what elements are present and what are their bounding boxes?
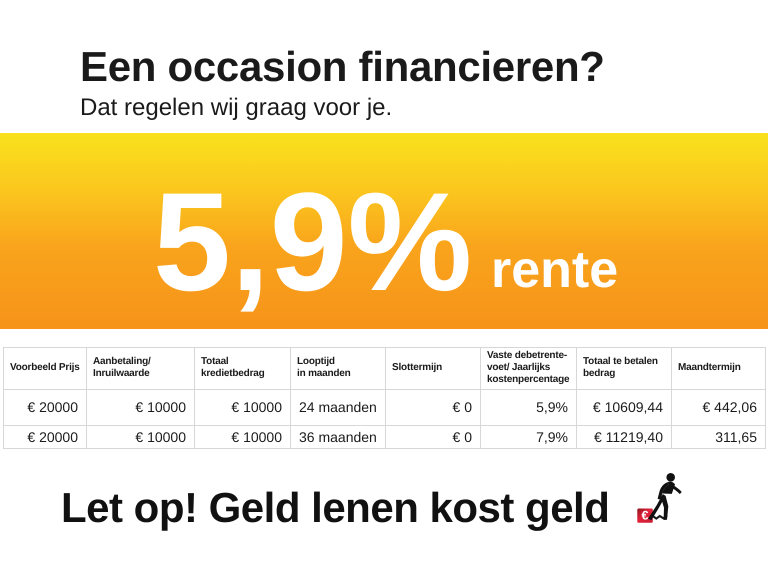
svg-text:€: € <box>642 509 649 523</box>
